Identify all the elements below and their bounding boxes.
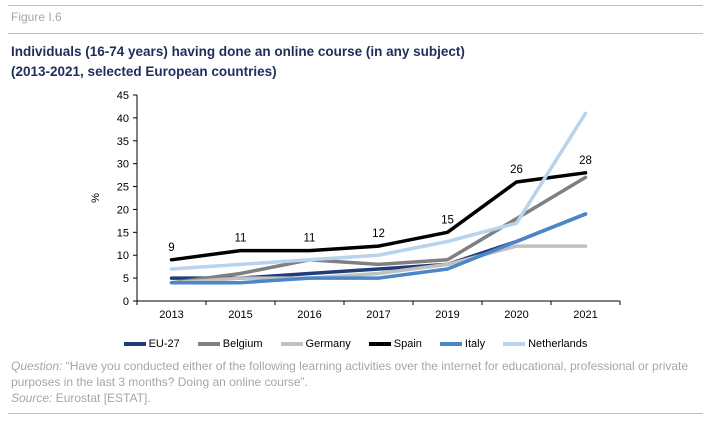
data-label-spain: 11 (235, 233, 247, 245)
y-tick-label: 30 (117, 159, 129, 171)
figure-label: Figure I.6 (11, 10, 62, 24)
legend-label: Netherlands (528, 338, 588, 350)
legend-item-italy: Italy (439, 338, 486, 350)
x-tick-label: 2016 (297, 309, 321, 321)
y-tick-label: 15 (117, 227, 129, 239)
y-tick-label: 10 (117, 250, 129, 262)
line-chart: 0 5 10 15 20 25 30 35 40 45 2013 2015 2016 2017 2019 20… (90, 90, 621, 321)
legend-label: Italy (464, 338, 486, 350)
source-note: Source: Eurostat [ESTAT]. (11, 390, 711, 406)
chart-legend: EU-27 Belgium Germany Spain Italy Netherlands (0, 338, 711, 350)
data-label-spain: 15 (441, 214, 454, 226)
series-line-italy (169, 212, 588, 285)
chart-title: Individuals (16-74 years) having done an… (11, 42, 465, 82)
header-rule (8, 33, 703, 34)
question-text: “Have you conducted either of the follow… (11, 359, 689, 389)
data-label-spain: 9 (168, 242, 174, 254)
series-line-belgium (169, 175, 588, 285)
y-tick-label: 0 (123, 296, 129, 308)
bottom-rule (8, 413, 703, 414)
source-label: Source: (11, 391, 53, 405)
y-tick-label: 35 (117, 136, 129, 148)
top-rule (8, 5, 703, 6)
series-line-germany (169, 244, 588, 285)
y-tick-label: 45 (117, 90, 129, 102)
title-line-2: (2013-2021, selected European countries) (11, 64, 277, 79)
legend-swatch (280, 342, 303, 346)
legend-swatch (368, 342, 391, 346)
title-line-1: Individuals (16-74 years) having done an… (11, 44, 465, 59)
legend-swatch (439, 342, 462, 346)
x-tick-label: 2017 (366, 309, 390, 321)
question-label: Question: (11, 359, 63, 373)
series-line-spain (169, 171, 588, 262)
y-tick-label: 25 (117, 182, 129, 194)
x-tick-label: 2021 (573, 309, 597, 321)
legend-label: Germany (305, 338, 351, 350)
y-tick-label: 40 (117, 113, 129, 125)
x-tick-label: 2020 (504, 309, 528, 321)
legend-swatch (197, 342, 220, 346)
legend-item-eu-27: EU-27 (123, 338, 180, 350)
question-note: Question: “Have you conducted either of … (11, 358, 711, 390)
y-tick-label: 20 (117, 204, 129, 216)
x-tick-label: 2019 (435, 309, 459, 321)
legend-item-germany: Germany (280, 338, 351, 350)
y-axis-title: % (90, 193, 102, 203)
series-line-netherlands (169, 111, 588, 271)
legend-swatch (503, 342, 526, 346)
x-tick-label: 2013 (159, 309, 183, 321)
legend-label: EU-27 (148, 338, 180, 350)
data-label-spain: 28 (579, 155, 592, 167)
y-tick-label: 5 (123, 273, 129, 285)
x-tick-label: 2015 (228, 309, 252, 321)
data-label-spain: 12 (372, 228, 385, 240)
chart-notes: Question: “Have you conducted either of … (11, 358, 711, 406)
legend-label: Spain (393, 338, 422, 350)
source-text: Eurostat [ESTAT]. (52, 391, 151, 405)
legend-item-spain: Spain (368, 338, 422, 350)
data-label-spain: 11 (304, 233, 316, 245)
legend-item-belgium: Belgium (197, 338, 263, 350)
data-label-spain: 26 (510, 164, 523, 176)
legend-item-netherlands: Netherlands (503, 338, 587, 350)
legend-label: Belgium (222, 338, 263, 350)
legend-swatch (123, 342, 146, 346)
